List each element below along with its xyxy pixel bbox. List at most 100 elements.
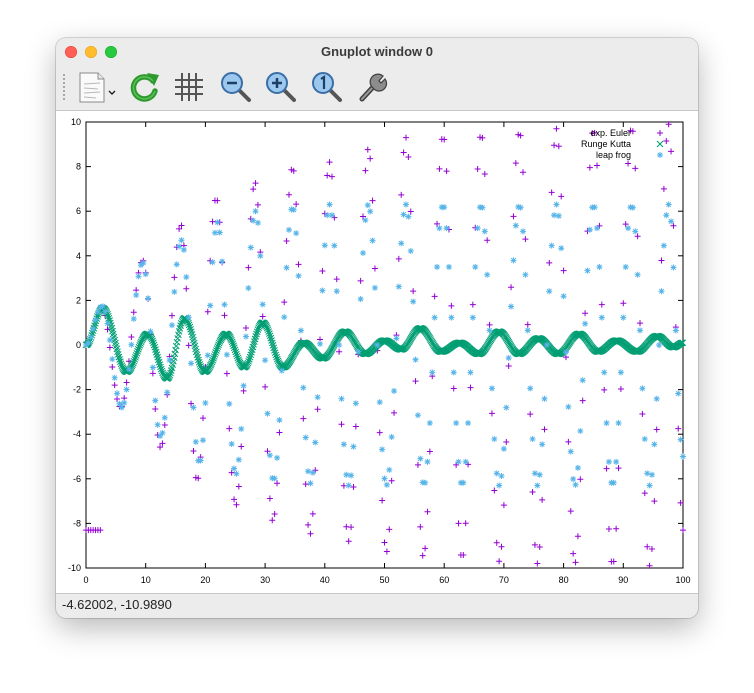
zoom-window-button[interactable] [105,46,117,58]
data-point [271,349,279,357]
data-point [637,327,644,334]
data-point [391,387,398,394]
x-tick-label: 100 [675,575,690,585]
data-point [572,481,579,488]
data-point [594,225,601,232]
data-point [546,259,553,266]
data-point [168,322,175,329]
data-point [266,330,273,337]
data-point [204,308,211,315]
data-point [620,300,627,307]
data-point [214,197,221,204]
data-point [660,242,667,249]
data-point [510,257,517,264]
unzoom-button[interactable] [309,69,345,105]
data-point [324,212,331,219]
data-point [441,136,448,143]
data-point [539,496,546,503]
data-point [266,452,273,459]
data-point [450,385,457,392]
replot-button[interactable] [126,69,162,105]
data-point [369,197,376,204]
data-point [168,312,175,319]
data-point [123,386,130,393]
data-point [104,326,111,333]
data-point [245,264,252,271]
close-button[interactable] [65,46,77,58]
data-point [541,426,548,433]
data-point [114,390,121,397]
data-point [398,240,405,247]
data-point [87,334,94,341]
data-point [460,479,467,486]
data-point [548,189,555,196]
data-point [185,314,192,321]
data-point [601,369,608,376]
data-point [156,361,164,368]
y-tick-label: 6 [76,206,81,216]
plot-area[interactable]: 0 10 20 30 40 50 60 70 80 90 100 -10 -8 -6 -4 -2 0 2 4 6 8 10… [56,110,698,594]
data-point [116,400,123,407]
data-point [184,318,192,325]
y-tick-label: -6 [73,474,81,484]
data-point [670,222,677,229]
data-point [166,371,174,379]
data-point [223,351,230,358]
data-point [157,365,165,373]
data-point [644,543,651,550]
data-point [443,225,450,232]
data-point [479,134,486,141]
y-tick-label: 8 [76,162,81,172]
data-point [572,559,579,566]
data-point [534,560,541,567]
data-point [567,508,574,515]
data-point [434,263,441,270]
data-point [625,225,632,232]
data-point [157,432,164,439]
toggle-grid-button[interactable] [171,69,207,105]
data-point [272,351,280,359]
data-point [195,356,202,364]
data-point [371,284,378,291]
zoom-out-button[interactable] [218,69,254,105]
data-point [115,353,123,361]
data-point [307,530,314,537]
data-point [434,220,441,227]
data-point [302,481,309,488]
x-tick-label: 40 [320,575,330,585]
data-point [135,273,142,280]
data-point [551,142,558,149]
plot-canvas[interactable]: 0 10 20 30 40 50 60 70 80 90 100 -10 -8 -6 -4 -2 0 2 4 6 8 10… [56,111,698,593]
series-exp-euler [83,121,686,569]
data-point [133,349,141,357]
data-point [658,257,665,264]
data-point [340,441,347,448]
settings-button[interactable] [354,69,390,105]
data-point [605,525,612,532]
data-point [177,322,184,329]
data-point [157,363,164,371]
data-point [663,138,670,145]
data-point [500,445,507,452]
x-tick-label: 70 [499,575,509,585]
data-point [226,425,233,432]
y-tick-label: -10 [68,563,81,573]
data-point [605,458,612,465]
zoom-in-icon [266,72,296,102]
data-point [448,314,455,321]
data-point [145,295,152,302]
data-point [192,438,199,445]
data-point [462,520,469,527]
data-point [594,162,601,169]
copy-export-menu-button[interactable] [76,69,120,105]
data-point [152,405,159,412]
data-point [232,348,240,356]
data-point [455,458,462,465]
zoom-in-button[interactable] [263,69,299,105]
data-point [672,327,679,334]
data-point [276,429,283,436]
data-point [610,558,617,565]
data-point [228,440,235,447]
data-point [300,384,307,391]
minimize-button[interactable] [85,46,97,58]
